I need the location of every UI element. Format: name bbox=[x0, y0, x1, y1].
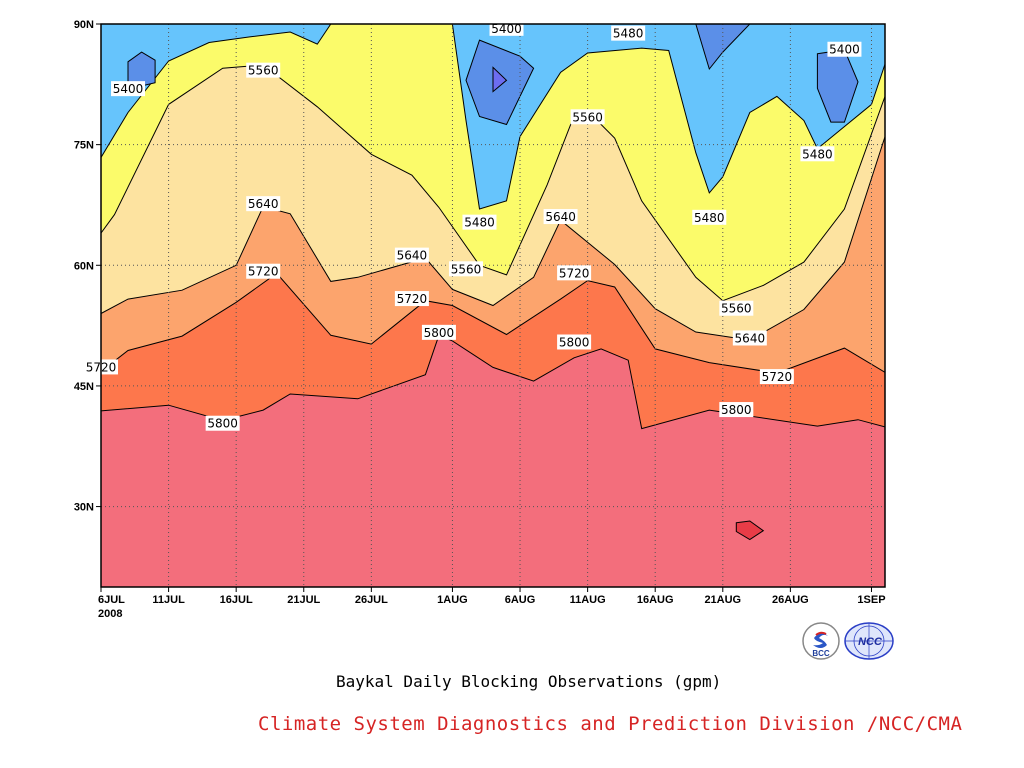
contour-label-text: 5800 bbox=[207, 417, 238, 431]
contour-label-text: 5720 bbox=[397, 292, 428, 306]
x-tick-label: 21JUL bbox=[287, 594, 320, 606]
contour-label-text: 5560 bbox=[572, 110, 603, 124]
contour-label-17: 5640 bbox=[732, 330, 767, 346]
x-tick-label: 6JUL bbox=[98, 594, 125, 606]
contour-label-text: 5560 bbox=[248, 64, 279, 78]
contour-label-2: 5400 bbox=[489, 20, 524, 36]
contour-label-21: 5720 bbox=[759, 369, 794, 385]
closed-contour-5 bbox=[735, 520, 765, 541]
contour-label-text: 5800 bbox=[424, 326, 455, 340]
contour-label-text: 5400 bbox=[829, 43, 860, 57]
x-tick-label: 26JUL bbox=[355, 594, 388, 606]
contour-label-text: 5560 bbox=[721, 302, 752, 316]
x-year-label: 2008 bbox=[98, 608, 122, 620]
contour-bands bbox=[101, 24, 885, 587]
x-tick-label: 6AUG bbox=[505, 594, 536, 606]
contour-label-11: 5640 bbox=[394, 247, 429, 263]
credit-line: Climate System Diagnostics and Predictio… bbox=[258, 713, 963, 735]
contour-label-14: 5720 bbox=[557, 265, 592, 281]
contour-label-text: 5800 bbox=[721, 403, 752, 417]
x-tick-label: 1SEP bbox=[857, 594, 885, 606]
contour-label-6: 5480 bbox=[800, 146, 835, 162]
contour-label-text: 5480 bbox=[464, 216, 495, 230]
contour-label-text: 5400 bbox=[491, 22, 522, 36]
contour-label-text: 5640 bbox=[735, 331, 766, 345]
y-tick-label: 45N bbox=[74, 381, 94, 393]
x-tick-label: 11JUL bbox=[152, 594, 185, 606]
contour-label-text: 5720 bbox=[559, 266, 590, 280]
chart-title: Baykal Daily Blocking Observations (gpm) bbox=[336, 672, 722, 691]
contour-label-text: 5640 bbox=[545, 210, 576, 224]
contour-label-0: 5400 bbox=[111, 81, 146, 97]
contour-label-19: 5800 bbox=[557, 334, 592, 350]
contour-line-5480 bbox=[101, 24, 885, 210]
contour-label-7: 5480 bbox=[462, 214, 497, 230]
contour-line-5800 bbox=[101, 334, 885, 430]
contour-label-13: 5720 bbox=[246, 263, 281, 279]
y-tick-label: 30N bbox=[74, 502, 94, 514]
x-tick-label: 11AUG bbox=[570, 594, 606, 606]
x-tick-label: 1AUG bbox=[437, 594, 468, 606]
contour-label-8: 5480 bbox=[692, 209, 727, 225]
contour-line-5720 bbox=[101, 272, 885, 374]
contour-label-9: 5640 bbox=[246, 196, 281, 212]
contour-label-18: 5800 bbox=[421, 324, 456, 340]
x-tick-label: 16AUG bbox=[637, 594, 674, 606]
x-tick-label: 26AUG bbox=[772, 594, 809, 606]
contour-line-5560 bbox=[101, 64, 885, 302]
bcc-logo: BCC bbox=[802, 622, 840, 660]
contour-label-4: 5400 bbox=[827, 41, 862, 57]
contour-label-text: 5720 bbox=[248, 265, 279, 279]
contour-label-text: 5640 bbox=[397, 249, 428, 263]
contour-label-text: 5400 bbox=[113, 82, 144, 96]
contour-label-16: 5720 bbox=[394, 291, 429, 307]
contour-label-1: 5560 bbox=[246, 62, 281, 78]
contour-label-text: 5800 bbox=[559, 335, 590, 349]
y-tick-label: 90N bbox=[74, 19, 94, 31]
ncc-logo-text: NCC bbox=[858, 636, 883, 648]
y-tick-label: 75N bbox=[74, 140, 94, 152]
x-tick-label: 21AUG bbox=[704, 594, 741, 606]
bcc-logo-text: BCC bbox=[812, 649, 830, 658]
contour-label-10: 5640 bbox=[543, 209, 578, 225]
contour-label-5: 5560 bbox=[570, 109, 605, 125]
contour-label-text: 5480 bbox=[613, 27, 644, 41]
axes: 6JUL 11JUL 16JUL 21JUL 26JUL 1AUG 6AUG 11AUG 16A… bbox=[74, 19, 886, 620]
closed-contour-2 bbox=[492, 66, 508, 93]
contour-label-12: 5560 bbox=[448, 261, 483, 277]
contour-label-text: 5560 bbox=[451, 262, 482, 276]
closed-contour-0 bbox=[127, 51, 156, 90]
x-tick-label: 16JUL bbox=[220, 594, 253, 606]
plot-frame bbox=[100, 23, 886, 588]
ncc-logo: NCC bbox=[844, 622, 894, 660]
contour-label-22: 5800 bbox=[719, 402, 754, 418]
contour-label-text: 5480 bbox=[694, 211, 725, 225]
contour-label-text: 5640 bbox=[248, 197, 279, 211]
contour-label-text: 5480 bbox=[802, 147, 833, 161]
y-tick-label: 60N bbox=[74, 260, 94, 272]
contour-label-23: 5800 bbox=[205, 415, 240, 431]
band-5800 bbox=[101, 335, 885, 587]
contour-label-3: 5480 bbox=[611, 25, 646, 41]
contour-label-text: 5720 bbox=[762, 370, 793, 384]
contour-label-15: 5560 bbox=[719, 300, 754, 316]
